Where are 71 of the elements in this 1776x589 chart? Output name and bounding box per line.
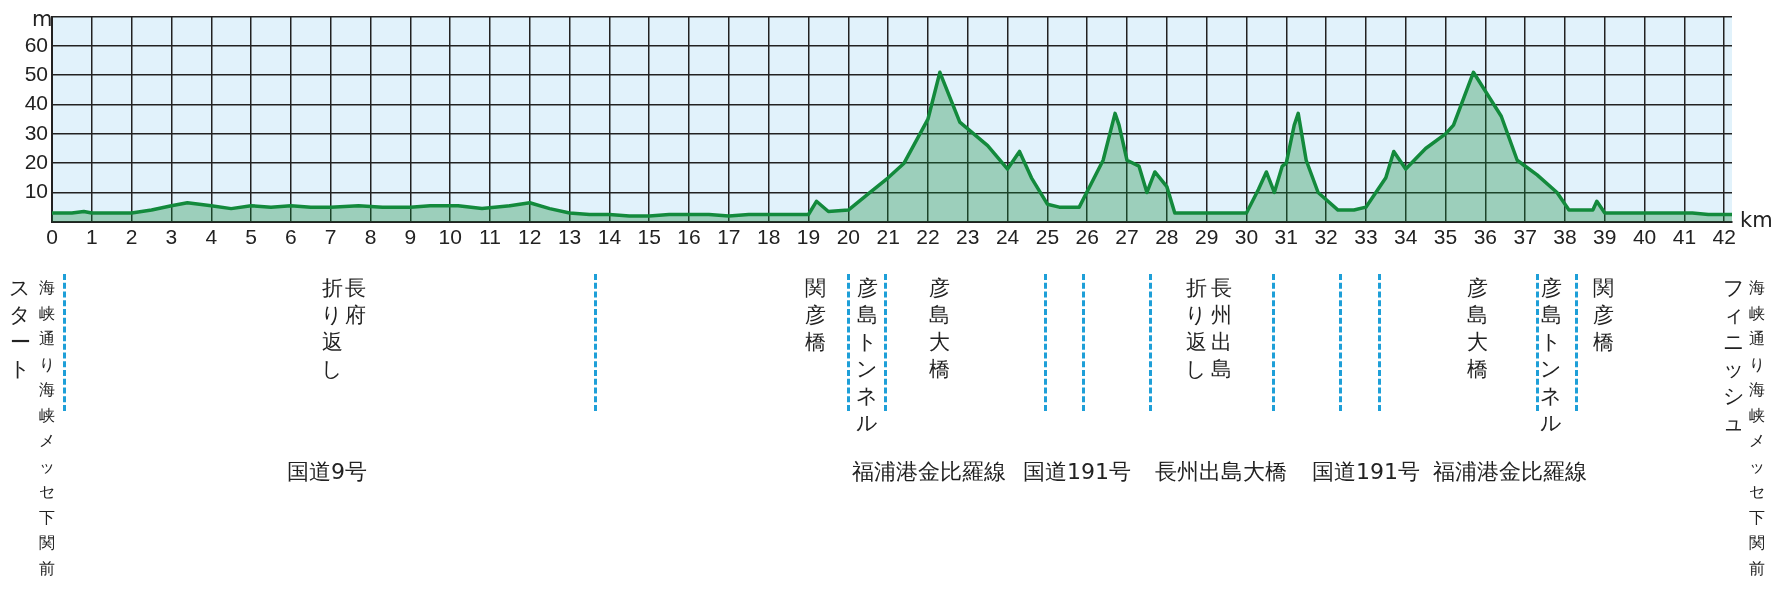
x-tick-label: 39 (1593, 225, 1617, 249)
x-tick-label: 38 (1553, 225, 1577, 249)
x-tick-label: 3 (165, 225, 178, 249)
text: 福浦港金比羅線 (852, 458, 1006, 486)
text: 関彦橋 (1591, 275, 1615, 356)
x-axis-title: km (1740, 207, 1773, 232)
text: 彦島トンネル (855, 275, 879, 437)
x-tick-label: 23 (956, 225, 980, 249)
x-tick-label: 8 (364, 225, 377, 249)
text: 彦島トンネル (1539, 275, 1563, 437)
y-tick-label: 40 (24, 91, 48, 115)
text: 福浦港金比羅線 (1433, 458, 1587, 486)
x-tick-label: 15 (637, 225, 661, 249)
x-tick-label: 31 (1274, 225, 1298, 249)
y-tick-label: 20 (24, 149, 48, 173)
text: 彦島大橋 (1465, 275, 1489, 383)
x-tick-label: 28 (1155, 225, 1179, 249)
x-tick-label: 5 (245, 225, 257, 249)
text: 折り返し (1184, 275, 1208, 383)
x-tick-label: 7 (324, 225, 337, 249)
x-tick-label: 22 (916, 225, 940, 249)
x-tick-label: 9 (404, 225, 417, 249)
x-tick-label: 30 (1234, 225, 1259, 249)
x-tick-label: 34 (1394, 225, 1418, 249)
x-tick-label: 0 (46, 225, 58, 249)
x-tick-label: 1 (85, 225, 98, 249)
x-tick-label: 41 (1672, 225, 1697, 249)
text: 海峡通り海峡メッセ下関前 (39, 278, 55, 578)
x-tick-label: 25 (1035, 225, 1060, 249)
text: 国道191号 (1312, 458, 1420, 486)
y-axis-title: m (32, 6, 53, 31)
y-tick-label: 10 (24, 179, 48, 203)
x-tick-label: 20 (836, 225, 860, 249)
x-tick-label: 42 (1712, 225, 1736, 249)
x-tick-label: 26 (1075, 225, 1099, 249)
text: スタート (8, 275, 32, 383)
text: 折り返し (320, 275, 344, 383)
x-tick-label: 6 (285, 225, 297, 249)
x-tick-label: 36 (1473, 225, 1498, 249)
x-tick-label: 32 (1314, 225, 1338, 249)
x-tick-label: 4 (205, 225, 218, 249)
x-tick-label: 33 (1354, 225, 1378, 249)
text: 国道191号 (1023, 458, 1131, 486)
x-tick-label: 13 (557, 225, 582, 249)
x-tick-label: 21 (876, 225, 900, 249)
x-tick-label: 37 (1513, 225, 1537, 249)
y-tick-label: 60 (24, 32, 48, 56)
text: 長州出島大橋 (1155, 458, 1287, 486)
y-tick-label: 50 (24, 62, 48, 86)
x-tick-label: 16 (677, 225, 701, 249)
x-tick-label: 29 (1194, 225, 1219, 249)
x-tick-label: 17 (717, 225, 741, 249)
x-tick-label: 10 (438, 225, 462, 249)
x-tick-label: 35 (1433, 225, 1458, 249)
x-tick-label: 40 (1632, 225, 1657, 249)
x-tick-label: 19 (796, 225, 821, 249)
x-tick-label: 24 (995, 225, 1020, 249)
text: フィニッシュ (1722, 275, 1746, 437)
text: 長府 (343, 275, 367, 329)
x-tick-label: 11 (479, 225, 501, 249)
x-tick-label: 14 (597, 225, 622, 249)
x-tick-label: 27 (1115, 225, 1139, 249)
text: 彦島大橋 (927, 275, 951, 383)
x-tick-label: 2 (125, 225, 138, 249)
x-tick-label: 18 (756, 225, 781, 249)
y-tick-label: 30 (24, 120, 48, 144)
text: 関彦橋 (803, 275, 827, 356)
text: 長州出島 (1209, 275, 1233, 383)
x-tick-label: 12 (518, 225, 542, 249)
text: 国道9号 (287, 458, 367, 486)
text: 海峡通り海峡メッセ下関前 (1749, 278, 1765, 578)
